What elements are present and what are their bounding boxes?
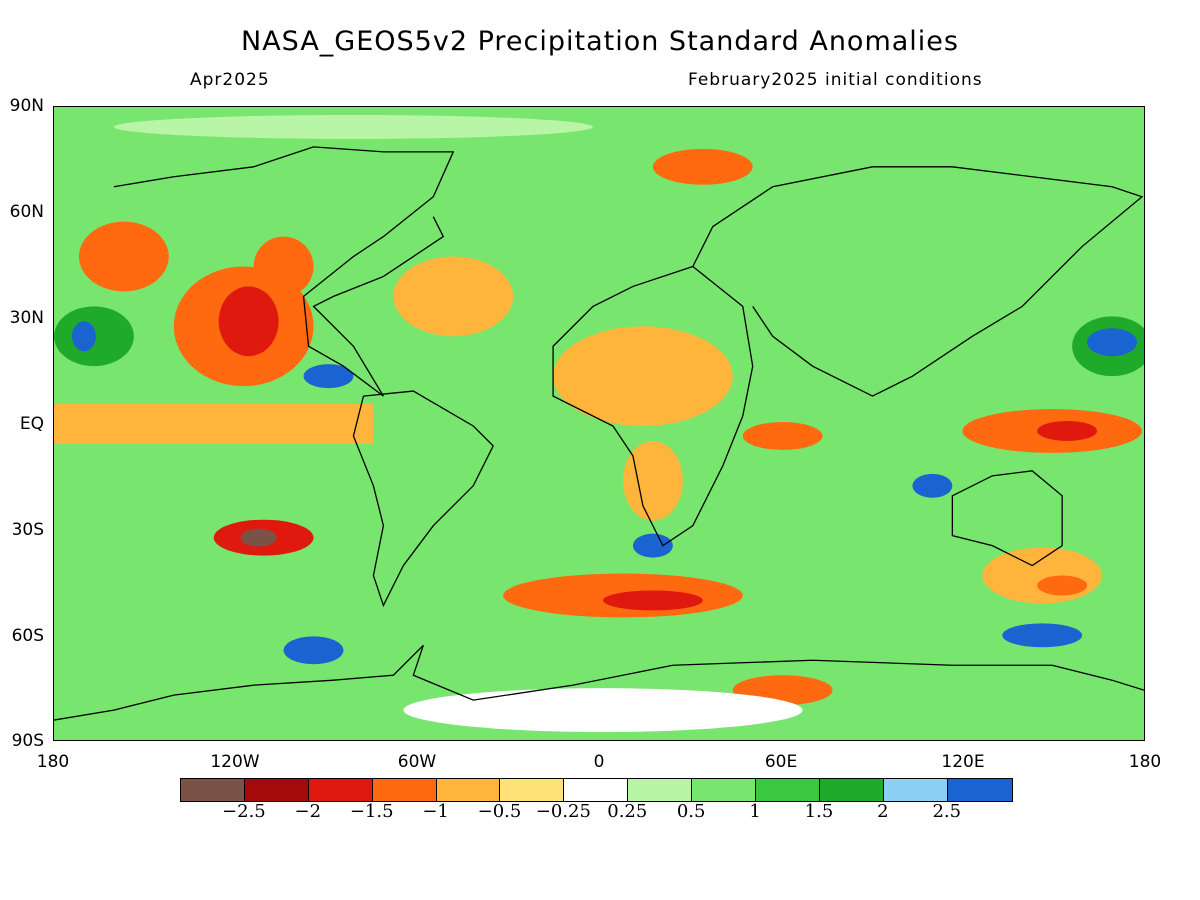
colorbar-swatch [244,779,309,801]
map-title: NASA_GEOS5v2 Precipitation Standard Anom… [241,26,959,57]
anomaly-n-atlantic [393,256,514,337]
lon-label-120e: 120E [941,752,985,772]
colorbar-swatch [181,779,245,801]
lon-label-180e: 180 [1128,752,1162,772]
colorbar-swatch [692,779,757,801]
lat-label-30s: 30S [11,520,44,540]
lat-label-eq: EQ [19,414,44,434]
lat-label-60n: 60N [9,202,44,222]
colorbar [180,778,1013,802]
anomaly-sahara [553,326,733,426]
anomaly-australia-wet [912,473,953,498]
anomaly-fields [54,114,1144,733]
lon-label-60e: 60E [764,752,798,772]
colorbar-label: 2.5 [932,801,962,822]
colorbar-label: −1 [422,801,449,822]
colorbar-label: 0.5 [676,801,706,822]
colorbar-swatch [947,779,1012,801]
anomaly-arctic-siberia [652,148,753,185]
lon-label-60w: 60W [397,752,437,772]
colorbar-label: −1.5 [349,801,394,822]
anomaly-s-ocean-wet [1002,623,1083,648]
anomaly-nw-pacific-wet-core [1087,328,1138,357]
colorbar-swatch [372,779,437,801]
anomaly-s-pacific-extreme [240,528,277,547]
colorbar-label: −2.5 [222,801,266,822]
colorbar-label: 0.25 [607,801,648,822]
colorbar-swatch [308,779,373,801]
lat-label-30n: 30N [9,308,44,328]
anomaly-s-indian-ocean-core [1037,575,1088,596]
anomaly-arctic-pale [113,114,594,139]
anomaly-indian-ocean [742,422,823,450]
colorbar-swatch [628,779,693,801]
anomaly-ne-pacific-core [218,286,279,357]
anomaly-central-pacific-wet-core [71,321,96,352]
lon-label-0: 0 [593,752,605,772]
colorbar-swatch [564,779,629,801]
colorbar-swatch [756,779,820,801]
anomaly-s-atlantic-core [602,590,703,611]
colorbar-label: −0.25 [535,801,591,822]
colorbar-label: −0.5 [477,801,522,822]
colorbar-swatch [819,779,884,801]
anomaly-w-pacific-core [1037,421,1098,441]
colorbar-label: 1 [749,801,761,822]
anomaly-mozambique-wet [632,533,673,558]
anomaly-map [53,106,1145,741]
lat-label-90n: 90N [9,96,44,116]
anomaly-caribbean-wet [303,364,354,389]
anomaly-equatorial-pacific [54,404,374,444]
colorbar-swatch [436,779,501,801]
valid-month-label: Apr2025 [190,70,270,90]
anomaly-amundsen-wet [283,636,344,665]
lat-label-60s: 60S [11,626,44,646]
anomaly-western-us [253,236,314,297]
colorbar-label: −2 [294,801,322,822]
anomaly-s-indian-ocean [982,547,1103,604]
coastlines [54,146,1144,721]
colorbar-swatch [883,779,948,801]
colorbar-label: 1.5 [804,801,834,822]
anomaly-n-pacific [78,221,169,292]
colorbar-swatch [500,779,565,801]
init-conditions-label: February2025 initial conditions [688,70,983,90]
lat-label-90s: 90S [11,731,44,751]
lon-label-180w: 180 [36,752,70,772]
anomaly-s-africa [622,440,683,521]
anomaly-antarctica-pale [403,688,803,733]
colorbar-label: 2 [877,801,889,822]
lon-label-120w: 120W [210,752,260,772]
